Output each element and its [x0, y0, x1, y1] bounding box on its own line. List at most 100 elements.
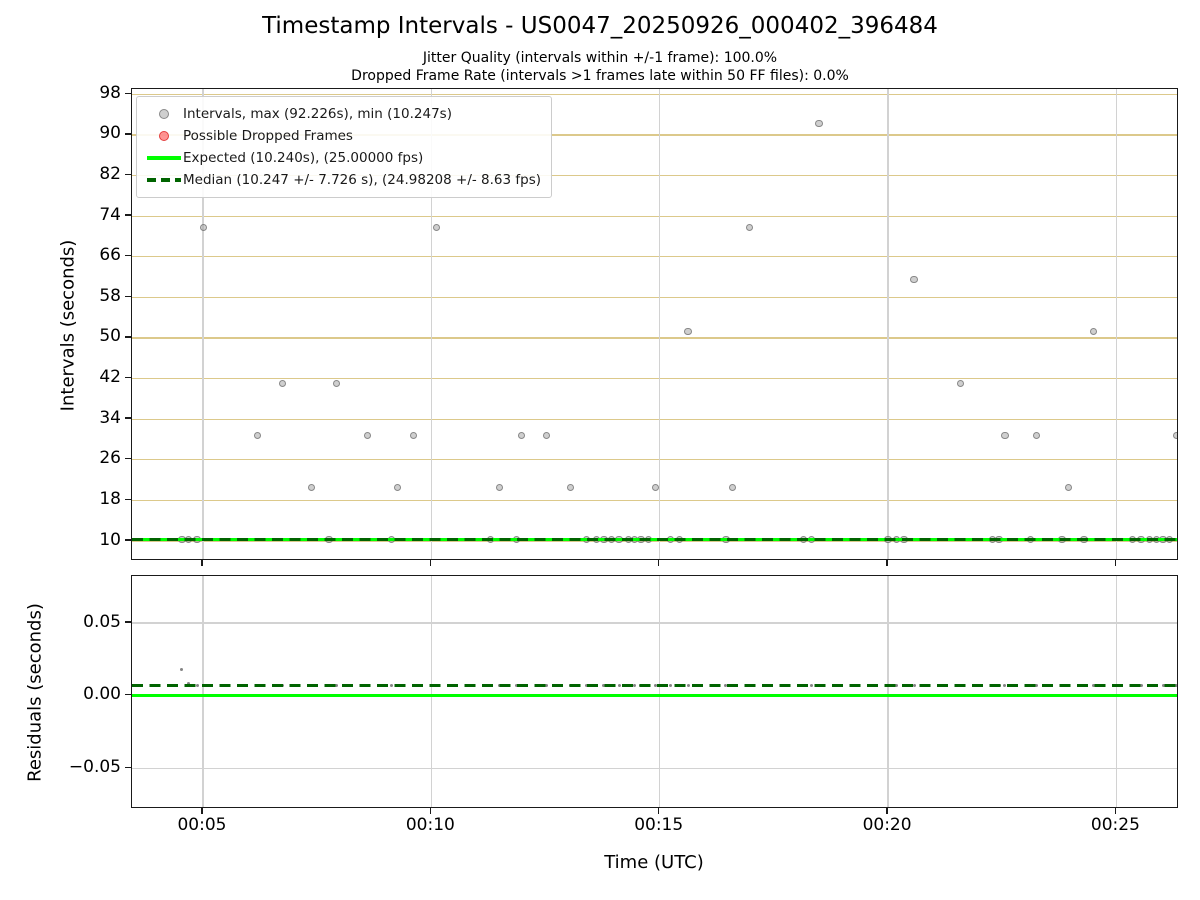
interval-point: [910, 276, 918, 284]
interval-point: [815, 120, 823, 128]
x-tick-label: 00:05: [177, 815, 227, 835]
y-tick-mark: [125, 417, 131, 419]
y-tick-mark: [125, 498, 131, 501]
interval-gridline: [132, 215, 1177, 217]
interval-gridline: [132, 93, 1177, 95]
interval-gridline: [132, 134, 1177, 136]
dropped-frame-rate-subtitle: Dropped Frame Rate (intervals >1 frames …: [351, 68, 849, 84]
y-tick-mark: [125, 539, 131, 541]
y-tick-label: 58: [99, 285, 121, 306]
interval-point: [393, 484, 402, 492]
y-tick-label: 18: [99, 488, 121, 509]
dot-red-icon: [145, 131, 183, 141]
y-tick-label: 42: [99, 367, 121, 388]
y-tick-label: 98: [99, 82, 121, 103]
legend-entry: Median (10.247 +/- 7.726 s), (24.98208 +…: [145, 169, 541, 191]
interval-point: [200, 224, 208, 232]
interval-point: [409, 432, 418, 440]
interval-gridline: [132, 256, 1177, 258]
legend-entry: Intervals, max (92.226s), min (10.247s): [145, 103, 541, 125]
legend-entry: Expected (10.240s), (25.00000 fps): [145, 147, 541, 169]
x-gridline: [202, 89, 204, 559]
y-tick-mark: [125, 693, 131, 696]
x-tick-mark: [1114, 560, 1117, 566]
x-tick-mark: [658, 808, 660, 814]
x-tick-mark: [886, 560, 888, 566]
interval-gridline: [132, 296, 1177, 298]
interval-point: [543, 432, 551, 440]
x-tick-label: 00:10: [405, 815, 455, 835]
y-tick-label: −0.05: [68, 756, 121, 777]
y-tick-label: 26: [99, 448, 121, 469]
x-gridline: [430, 89, 432, 559]
interval-point: [684, 328, 692, 336]
chart-title: Timestamp Intervals - US0047_20250926_00…: [262, 13, 938, 39]
residual-point: [180, 667, 184, 671]
interval-point: [566, 484, 574, 492]
interval-point: [432, 224, 440, 232]
legend-label: Intervals, max (92.226s), min (10.247s): [183, 106, 452, 122]
red-dot-icon: [159, 131, 169, 141]
interval-gridline: [132, 337, 1177, 339]
x-gridline: [1115, 576, 1118, 807]
residuals-plot: [131, 575, 1178, 808]
interval-point: [495, 484, 503, 492]
x-tick-mark: [201, 808, 203, 814]
x-gridline: [659, 576, 661, 807]
x-tick-mark: [429, 560, 432, 566]
y-tick-mark: [125, 621, 131, 623]
y-tick-label: 0.00: [83, 684, 121, 705]
interval-point: [651, 484, 660, 492]
x-gridline: [202, 576, 204, 807]
legend-label: Median (10.247 +/- 7.726 s), (24.98208 +…: [183, 172, 542, 188]
y-tick-mark: [125, 214, 131, 216]
interval-gridline: [132, 418, 1177, 420]
expected-line: [132, 694, 1177, 698]
x-tick-label: 00:20: [862, 815, 912, 835]
y-tick-mark: [125, 458, 131, 460]
interval-point: [956, 380, 964, 388]
y-tick-label: 82: [99, 164, 121, 185]
x-tick-mark: [658, 560, 660, 566]
dot-gray-icon: [145, 109, 183, 119]
interval-point: [1173, 432, 1177, 440]
interval-point: [1064, 484, 1073, 492]
y-tick-label: 50: [99, 326, 121, 347]
y-tick-label: 34: [99, 407, 121, 428]
interval-gridline: [132, 499, 1177, 501]
x-tick-mark: [429, 808, 432, 814]
y-tick-mark: [125, 255, 131, 257]
interval-point: [279, 380, 287, 388]
legend-label: Expected (10.240s), (25.00000 fps): [183, 150, 424, 166]
y-tick-label: 74: [99, 204, 121, 225]
y-tick-label: 0.05: [83, 611, 121, 632]
interval-point: [1089, 328, 1098, 336]
y-tick-mark: [125, 295, 131, 298]
y-tick-label: 10: [99, 529, 121, 550]
dashed-line-icon: [147, 178, 181, 182]
x-gridline: [887, 576, 889, 807]
interval-point: [254, 432, 262, 440]
residual-gridline: [132, 622, 1177, 624]
y-tick-mark: [125, 376, 131, 379]
median-line: [132, 538, 1177, 542]
interval-point: [518, 432, 526, 440]
residuals-y-axis-label: Residuals (seconds): [24, 603, 46, 782]
legend-label: Possible Dropped Frames: [183, 128, 353, 144]
x-tick-mark: [201, 560, 203, 566]
x-gridline: [659, 89, 661, 559]
interval-point: [745, 224, 753, 232]
x-tick-mark: [1114, 808, 1117, 814]
interval-point: [307, 484, 315, 492]
jitter-quality-subtitle: Jitter Quality (intervals within +/-1 fr…: [422, 50, 778, 66]
interval-gridline: [132, 174, 1177, 177]
median-line: [132, 683, 1177, 687]
residual-gridline: [132, 767, 1177, 769]
interval-point: [1032, 432, 1041, 440]
legend-entry: Possible Dropped Frames: [145, 125, 541, 147]
line-dash-icon: [145, 178, 183, 182]
x-tick-mark: [886, 808, 888, 814]
x-gridline: [430, 576, 432, 807]
residual-point: [187, 681, 191, 685]
